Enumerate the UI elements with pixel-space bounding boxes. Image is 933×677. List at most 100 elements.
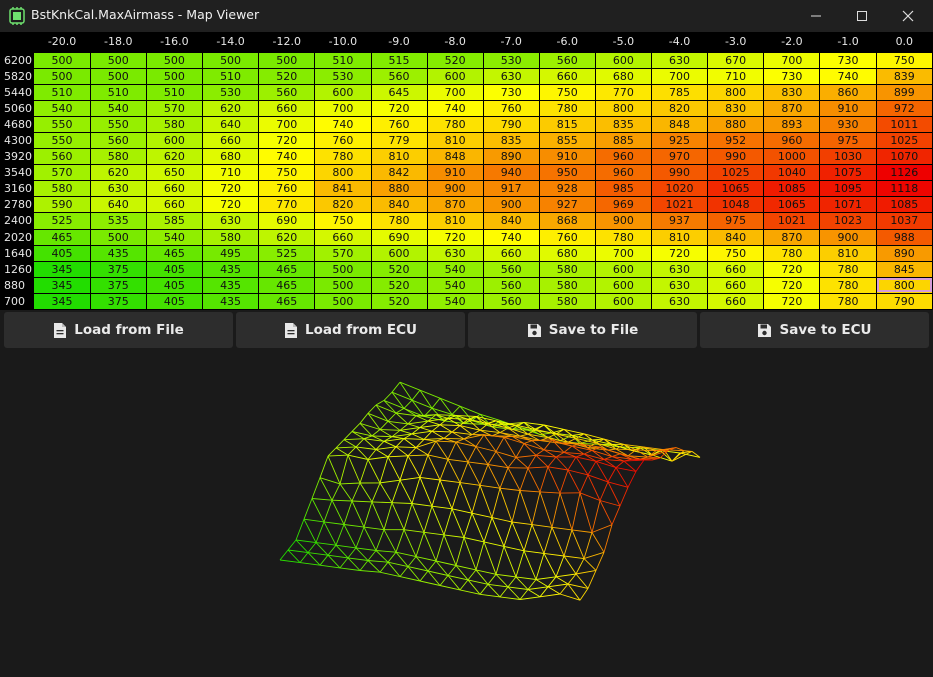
map-cell[interactable]: 950 (538, 164, 596, 182)
map-cell[interactable]: 375 (89, 276, 147, 294)
map-cell[interactable]: 842 (370, 164, 428, 182)
map-cell[interactable]: 810 (650, 228, 709, 246)
map-cell[interactable]: 640 (89, 196, 147, 214)
map-cell[interactable]: 405 (145, 276, 203, 294)
map-cell[interactable]: 465 (258, 276, 316, 294)
map-cell[interactable]: 540 (145, 228, 203, 246)
map-cell[interactable]: 600 (594, 51, 652, 69)
map-cell[interactable]: 790 (875, 292, 933, 311)
map-cell[interactable]: 600 (594, 292, 652, 311)
map-cell[interactable]: 975 (819, 131, 877, 150)
map-cell[interactable]: 841 (314, 180, 372, 198)
map-cell[interactable]: 815 (538, 115, 596, 133)
map-cell[interactable]: 600 (426, 67, 484, 85)
map-cell[interactable]: 540 (33, 99, 91, 117)
map-cell[interactable]: 960 (763, 131, 821, 150)
map-cell[interactable]: 1021 (650, 196, 709, 214)
map-cell[interactable]: 810 (426, 131, 484, 150)
save-to-file-button[interactable]: Save to File (468, 312, 697, 348)
map-cell[interactable]: 750 (875, 51, 933, 69)
map-cell[interactable]: 465 (258, 292, 316, 311)
map-cell[interactable]: 899 (875, 83, 933, 101)
map-cell[interactable]: 520 (426, 51, 484, 69)
map-cell[interactable]: 790 (482, 115, 540, 133)
map-cell[interactable]: 660 (707, 276, 765, 294)
maximize-button[interactable] (839, 0, 885, 32)
map-cell[interactable]: 730 (763, 67, 821, 85)
map-cell[interactable]: 620 (145, 148, 203, 166)
map-cell[interactable]: 740 (426, 99, 484, 117)
map-cell[interactable]: 952 (707, 131, 765, 150)
map-cell[interactable]: 585 (145, 212, 203, 230)
map-cell[interactable]: 540 (426, 260, 484, 278)
map-cell[interactable]: 570 (145, 99, 203, 117)
surface-plot-area[interactable] (0, 350, 933, 677)
map-cell[interactable]: 630 (201, 212, 260, 230)
map-cell[interactable]: 700 (314, 99, 372, 117)
map-cell[interactable]: 435 (201, 292, 260, 311)
map-cell[interactable]: 520 (370, 260, 428, 278)
map-cell[interactable]: 870 (763, 228, 821, 246)
map-cell[interactable]: 630 (650, 276, 709, 294)
map-cell[interactable]: 510 (33, 83, 91, 101)
map-cell[interactable]: 600 (370, 244, 428, 262)
map-cell[interactable]: 972 (875, 99, 933, 117)
map-cell[interactable]: 970 (650, 148, 709, 166)
map-cell[interactable]: 880 (370, 180, 428, 198)
map-cell[interactable]: 510 (201, 67, 260, 85)
map-cell[interactable]: 500 (33, 51, 91, 69)
map-cell[interactable]: 500 (314, 292, 372, 311)
map-cell[interactable]: 600 (314, 83, 372, 101)
map-cell[interactable]: 1075 (819, 164, 877, 182)
map-cell[interactable]: 680 (538, 244, 596, 262)
map-cell[interactable]: 465 (33, 228, 91, 246)
map-cell[interactable]: 600 (145, 131, 203, 150)
map-cell[interactable]: 375 (89, 260, 147, 278)
map-cell[interactable]: 720 (763, 260, 821, 278)
map-cell[interactable]: 670 (707, 51, 765, 69)
map-cell[interactable]: 690 (370, 228, 428, 246)
map-cell[interactable]: 535 (89, 212, 147, 230)
map-cell[interactable]: 960 (594, 164, 652, 182)
map-cell[interactable]: 820 (650, 99, 709, 117)
map-cell[interactable]: 985 (594, 180, 652, 198)
map-cell[interactable]: 580 (89, 148, 147, 166)
map-cell[interactable]: 520 (258, 67, 316, 85)
map-cell[interactable]: 885 (594, 131, 652, 150)
map-cell[interactable]: 780 (763, 244, 821, 262)
map-cell[interactable]: 1030 (819, 148, 877, 166)
map-cell[interactable]: 780 (819, 276, 877, 294)
map-cell[interactable]: 510 (89, 83, 147, 101)
map-cell[interactable]: 540 (426, 276, 484, 294)
map-cell[interactable]: 570 (314, 244, 372, 262)
map-cell[interactable]: 700 (763, 51, 821, 69)
map-cell[interactable]: 820 (314, 196, 372, 214)
load-from-file-button[interactable]: Load from File (4, 312, 233, 348)
map-cell[interactable]: 910 (538, 148, 596, 166)
save-to-ecu-button[interactable]: Save to ECU (700, 312, 929, 348)
map-cell[interactable]: 969 (594, 196, 652, 214)
map-cell[interactable]: 660 (482, 244, 540, 262)
map-cell[interactable]: 435 (89, 244, 147, 262)
map-cell[interactable]: 540 (426, 292, 484, 311)
map-cell[interactable]: 660 (258, 99, 316, 117)
map-cell[interactable]: 779 (370, 131, 428, 150)
map-cell[interactable]: 510 (314, 51, 372, 69)
minimize-button[interactable] (793, 0, 839, 32)
map-cell[interactable]: 540 (89, 99, 147, 117)
map-cell[interactable]: 465 (258, 260, 316, 278)
map-cell[interactable]: 590 (33, 196, 91, 214)
map-cell[interactable]: 500 (145, 67, 203, 85)
map-cell[interactable]: 560 (258, 83, 316, 101)
map-cell[interactable]: 1023 (819, 212, 877, 230)
map-cell[interactable]: 800 (875, 276, 933, 294)
map-cell[interactable]: 910 (426, 164, 484, 182)
map-cell[interactable]: 900 (819, 228, 877, 246)
map-cell[interactable]: 835 (594, 115, 652, 133)
map-cell[interactable]: 1065 (707, 180, 765, 198)
map-cell[interactable]: 700 (258, 115, 316, 133)
map-cell[interactable]: 1025 (875, 131, 933, 150)
map-cell[interactable]: 917 (482, 180, 540, 198)
map-cell[interactable]: 840 (370, 196, 428, 214)
map-cell[interactable]: 560 (33, 148, 91, 166)
